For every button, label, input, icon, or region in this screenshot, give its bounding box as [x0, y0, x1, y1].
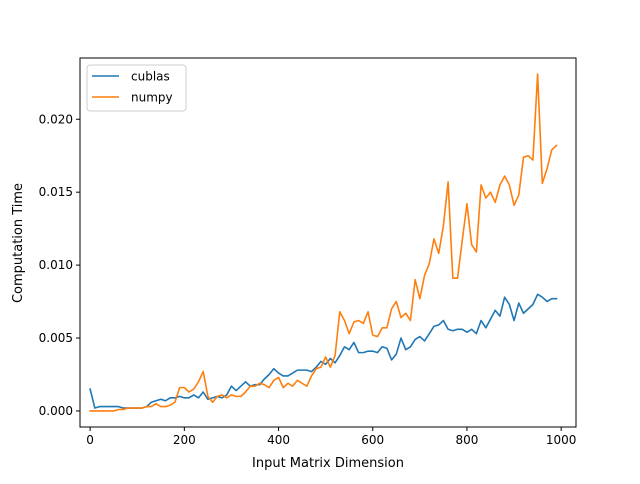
- x-tick-label: 400: [267, 433, 290, 447]
- legend-entries: cublas numpy: [92, 70, 173, 105]
- y-axis-label: Computation Time: [11, 183, 26, 303]
- series-line-numpy: [89, 73, 558, 412]
- y-tick-label: 0.015: [39, 185, 73, 199]
- y-axis: 0.000 0.005 0.010 0.015 0.020: [39, 112, 80, 418]
- axes-frame: [79, 57, 577, 428]
- x-tick-label: 200: [173, 433, 196, 447]
- y-tick-label: 0.005: [39, 331, 73, 345]
- x-tick-label: 1000: [546, 433, 577, 447]
- x-tick-label: 800: [456, 433, 479, 447]
- x-tick-label: 600: [361, 433, 384, 447]
- y-tick-label: 0.000: [39, 404, 73, 418]
- y-tick-label: 0.010: [39, 258, 73, 272]
- legend-label-numpy: numpy: [131, 91, 173, 105]
- x-axis-label: Input Matrix Dimension: [252, 456, 404, 471]
- series-layer: [89, 73, 558, 412]
- x-tick-label: 0: [86, 433, 94, 447]
- x-axis: 0 200 400 600 800 1000: [86, 427, 576, 447]
- legend: cublas numpy: [86, 64, 187, 112]
- y-tick-label: 0.020: [39, 112, 73, 126]
- legend-label-cublas: cublas: [131, 70, 170, 84]
